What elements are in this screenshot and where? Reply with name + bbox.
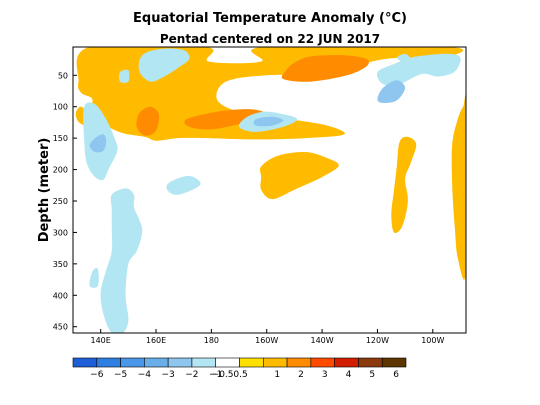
chart-subtitle: Pentad centered on 22 JUN 2017 xyxy=(160,32,380,46)
y-tick-label-5: 300 xyxy=(53,228,68,237)
colorbar-swatch-4 xyxy=(167,357,193,368)
colorbar-swatch-12 xyxy=(358,357,383,368)
anomaly-region-7 xyxy=(184,109,268,130)
colorbar-label-1: −5 xyxy=(114,370,127,380)
anomaly-region-19 xyxy=(253,116,284,127)
x-tick-label-5: 120W xyxy=(366,336,389,345)
anomaly-region-6 xyxy=(136,106,160,136)
colorbar-label-11: 4 xyxy=(346,370,352,380)
anomaly-region-10 xyxy=(119,69,130,83)
plot-frame xyxy=(72,46,467,334)
anomaly-region-17 xyxy=(396,53,411,63)
anomaly-region-15 xyxy=(89,267,99,288)
colorbar-swatch-6 xyxy=(215,357,240,368)
anomaly-region-9 xyxy=(138,48,190,82)
colorbar-swatch-5 xyxy=(191,357,217,368)
colorbar-swatch-0 xyxy=(72,357,98,368)
plot-area xyxy=(73,47,466,333)
colorbar-label-13: 6 xyxy=(393,370,399,380)
y-tick-label-2: 150 xyxy=(53,134,68,143)
colorbar-label-10: 3 xyxy=(322,370,328,380)
x-tick-label-4: 140W xyxy=(310,336,333,345)
x-tick-label-0: 140E xyxy=(91,336,111,345)
colorbar-swatch-11 xyxy=(334,357,359,368)
colorbar-swatch-1 xyxy=(96,357,121,368)
anomaly-region-20 xyxy=(377,80,406,103)
colorbar-swatch-10 xyxy=(310,357,335,368)
anomaly-region-8 xyxy=(281,55,369,82)
anomaly-region-3 xyxy=(451,95,466,280)
anomaly-region-2 xyxy=(391,136,417,233)
colorbar-label-5: −1 xyxy=(209,370,222,380)
y-tick-label-6: 350 xyxy=(53,260,68,269)
colorbar-swatch-2 xyxy=(120,357,145,368)
colorbar-swatch-7 xyxy=(239,357,264,368)
colorbar-label-4: −2 xyxy=(185,370,198,380)
colorbar-swatch-9 xyxy=(286,357,312,368)
chart-title: Equatorial Temperature Anomaly (°C) xyxy=(133,11,407,26)
colorbar-label-7: 0.5 xyxy=(233,370,247,380)
y-tick-label-1: 100 xyxy=(53,103,68,112)
x-tick-label-3: 160W xyxy=(255,336,278,345)
colorbar-swatch-3 xyxy=(144,357,169,368)
colorbar: −6 −5 −4 −3 −2 −1−0.5 0.5 1 2 3 4 5 6 xyxy=(72,357,407,380)
y-tick-label-4: 250 xyxy=(53,197,68,206)
colorbar-label-8: 1 xyxy=(274,370,280,380)
y-axis-label: Depth (meter) xyxy=(37,138,52,243)
anomaly-region-16 xyxy=(376,53,461,86)
y-tick-label-8: 450 xyxy=(53,323,68,332)
colorbar-label-2: −4 xyxy=(138,370,152,380)
colorbar-swatch-8 xyxy=(262,357,288,368)
colorbar-label-12: 5 xyxy=(369,370,375,380)
colorbar-swatch-13 xyxy=(381,357,407,368)
axes: 140E 160E 180 160W 140W 120W 100W 50 100 150 200 25… xyxy=(53,46,467,345)
y-tick-label-3: 200 xyxy=(53,166,68,175)
x-tick-label-6: 100W xyxy=(421,336,444,345)
anomaly-region-13 xyxy=(166,175,201,195)
colorbar-label-6: −0.5 xyxy=(212,370,234,380)
y-tick-label-7: 400 xyxy=(53,291,68,300)
colorbar-label-3: −3 xyxy=(161,370,174,380)
x-tick-label-2: 180 xyxy=(204,336,219,345)
y-tick-label-0: 50 xyxy=(58,71,68,80)
anomaly-region-14 xyxy=(100,188,143,333)
colorbar-label-9: 2 xyxy=(298,370,304,380)
x-tick-label-1: 160E xyxy=(146,336,166,345)
anomaly-region-18 xyxy=(89,134,107,153)
colorbar-label-0: −6 xyxy=(90,370,104,380)
anomaly-region-1 xyxy=(259,151,339,200)
